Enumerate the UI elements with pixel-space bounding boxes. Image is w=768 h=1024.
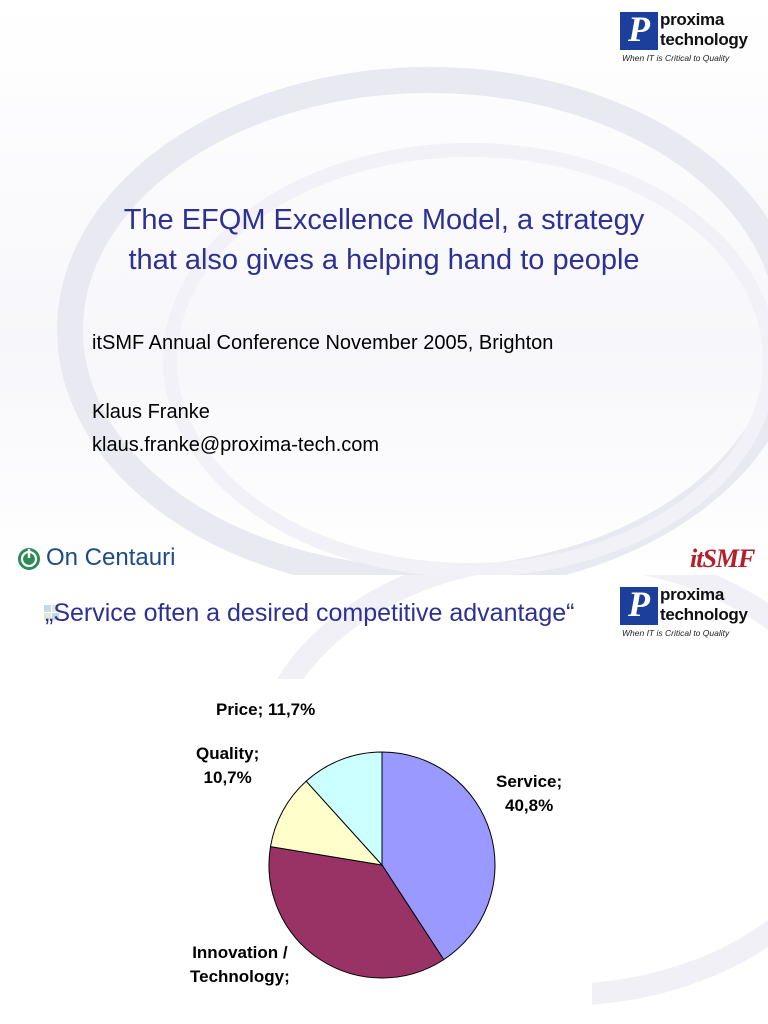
proxima-logo: P proxima technology When IT is Critical… [620, 584, 766, 643]
logo-line-1: proxima [660, 10, 725, 29]
pie-slice-price [305, 751, 383, 867]
background-swirl [57, 67, 768, 575]
data-label-innovation: Innovation / Technology; [190, 943, 290, 986]
pie-slice-innovation [268, 846, 445, 979]
pie-chart-svg [268, 751, 496, 979]
logo-line-2: technology [660, 605, 748, 624]
data-label-quality: Quality; 10,7% [196, 744, 260, 787]
author-email: klaus.franke@proxima-tech.com [92, 434, 380, 456]
title-slide: P proxima technology When IT is Critical… [0, 0, 768, 575]
logo-line-2: technology [660, 30, 748, 49]
slide-title: The EFQM Excellence Model, a strategy th… [40, 200, 728, 280]
pie-slice-quality [269, 780, 384, 866]
slide-title-line-1: The EFQM Excellence Model, a strategy [123, 204, 645, 236]
slide-heading: „Service often a desired competitive adv… [45, 599, 575, 627]
slide-title-line-2: that also gives a helping hand to people [128, 244, 640, 276]
logo-tagline: When IT is Critical to Quality [622, 53, 730, 63]
proxima-logo: P proxima technology When IT is Critical… [620, 9, 766, 68]
bullet-icon [44, 605, 59, 620]
chart-slide: P proxima technology When IT is Critical… [0, 575, 768, 1024]
power-icon [18, 548, 40, 570]
itsmf-logo: itSMF [690, 544, 755, 573]
proxima-logo-mark: P [620, 9, 658, 50]
author-name: Klaus Franke [92, 401, 210, 423]
on-centauri-text: On Centauri [46, 544, 176, 571]
pie-chart: Price; 11,7% Quality; 10,7% Service; 40,… [160, 679, 592, 1024]
logo-line-1: proxima [660, 585, 725, 604]
conference-text: itSMF Annual Conference November 2005, B… [92, 332, 554, 354]
logo-tagline: When IT is Critical to Quality [622, 628, 730, 638]
data-label-service: Service; 40,8% [496, 772, 563, 815]
proxima-logo-mark: P [620, 584, 658, 625]
data-label-price: Price; 11,7% [216, 700, 316, 719]
